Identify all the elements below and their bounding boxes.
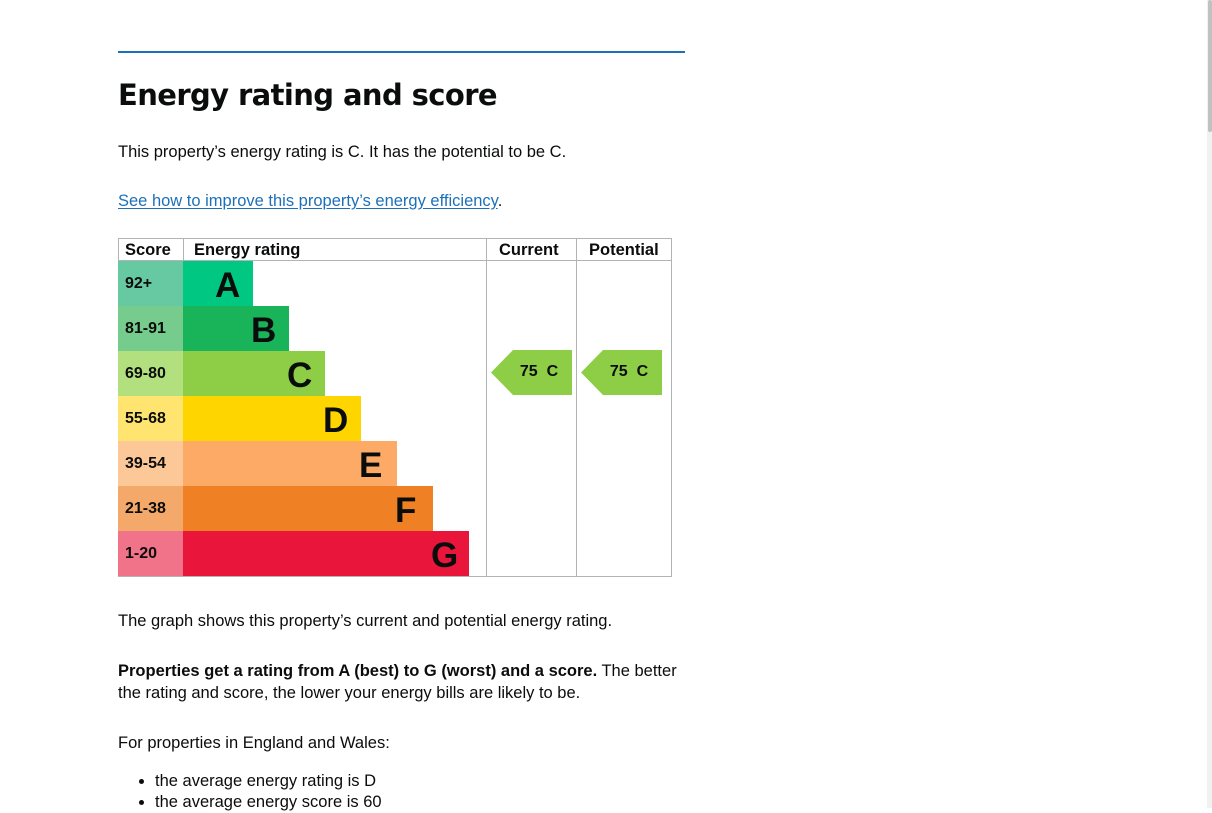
list-item: the average energy rating is D bbox=[155, 771, 382, 792]
band-bar-g bbox=[183, 531, 469, 576]
section-divider bbox=[118, 51, 685, 53]
band-bar-f bbox=[183, 486, 433, 531]
graph-right-border bbox=[671, 238, 672, 577]
averages-list: the average energy rating is D the avera… bbox=[118, 771, 382, 813]
rating-summary: This property’s energy rating is C. It h… bbox=[118, 143, 567, 161]
improve-paragraph: See how to improve this property’s energ… bbox=[118, 190, 502, 212]
band-letter-g: G bbox=[431, 536, 459, 575]
header-score: Score bbox=[125, 241, 171, 259]
band-bar-b bbox=[183, 306, 289, 351]
band-score-d: 55-68 bbox=[118, 396, 183, 441]
potential-column-divider bbox=[576, 238, 577, 577]
band-score-a: 92+ bbox=[118, 261, 183, 306]
ratings-explanation-bold: Properties get a rating from A (best) to… bbox=[118, 662, 598, 680]
band-letter-f: F bbox=[395, 491, 417, 530]
list-item: the average energy score is 60 bbox=[155, 792, 382, 813]
band-score-b: 81-91 bbox=[118, 306, 183, 351]
score-header-divider bbox=[183, 238, 184, 260]
ratings-explanation-line2: the rating and score, the lower your ene… bbox=[118, 684, 581, 702]
scrollbar-thumb[interactable] bbox=[1208, 0, 1212, 132]
header-potential: Potential bbox=[589, 241, 659, 259]
header-bottom-border bbox=[118, 260, 672, 261]
header-energy-rating: Energy rating bbox=[194, 241, 301, 259]
band-score-e: 39-54 bbox=[118, 441, 183, 486]
link-suffix: . bbox=[497, 192, 503, 210]
band-letter-e: E bbox=[359, 446, 383, 485]
scrollbar-track[interactable] bbox=[1207, 0, 1212, 808]
improve-efficiency-link[interactable]: See how to improve this property’s energ… bbox=[118, 192, 498, 210]
graph-bottom-border bbox=[118, 576, 672, 577]
band-letter-d: D bbox=[323, 401, 349, 440]
band-bar-d bbox=[183, 396, 361, 441]
page-title: Energy rating and score bbox=[118, 78, 498, 112]
header-current: Current bbox=[499, 241, 559, 259]
averages-intro: For properties in England and Wales: bbox=[118, 734, 390, 752]
ratings-explanation-rest: The better bbox=[597, 662, 677, 680]
current-rating-label: 75 C bbox=[519, 363, 559, 380]
ratings-explanation: Properties get a rating from A (best) to… bbox=[118, 660, 677, 704]
band-bar-a bbox=[183, 261, 253, 306]
band-score-g: 1-20 bbox=[118, 531, 183, 576]
potential-rating-arrow bbox=[581, 350, 662, 395]
band-bar-c bbox=[183, 351, 325, 396]
graph-top-border bbox=[118, 238, 672, 239]
band-letter-a: A bbox=[215, 266, 241, 305]
band-bar-e bbox=[183, 441, 397, 486]
graph-note: The graph shows this property’s current … bbox=[118, 612, 613, 630]
band-score-f: 21-38 bbox=[118, 486, 183, 531]
band-letter-c: C bbox=[287, 356, 313, 395]
band-score-c: 69-80 bbox=[118, 351, 183, 396]
current-column-divider bbox=[486, 238, 487, 577]
current-rating-arrow bbox=[491, 350, 572, 395]
potential-rating-label: 75 C bbox=[609, 363, 649, 380]
band-letter-b: B bbox=[251, 311, 277, 350]
